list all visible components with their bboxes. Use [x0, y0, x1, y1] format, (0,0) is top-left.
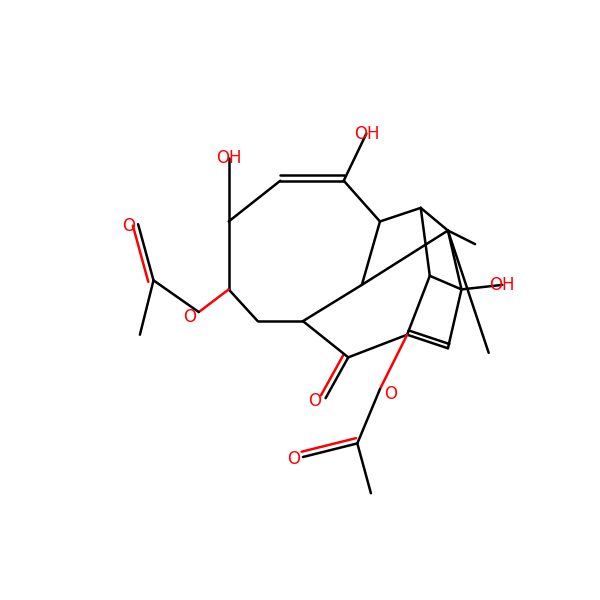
- Text: O: O: [122, 217, 136, 235]
- Text: O: O: [308, 392, 321, 410]
- Text: O: O: [385, 385, 397, 403]
- Text: O: O: [287, 450, 301, 468]
- Text: OH: OH: [490, 276, 515, 294]
- Text: O: O: [183, 308, 196, 326]
- Text: OH: OH: [353, 125, 379, 143]
- Text: OH: OH: [216, 149, 241, 167]
